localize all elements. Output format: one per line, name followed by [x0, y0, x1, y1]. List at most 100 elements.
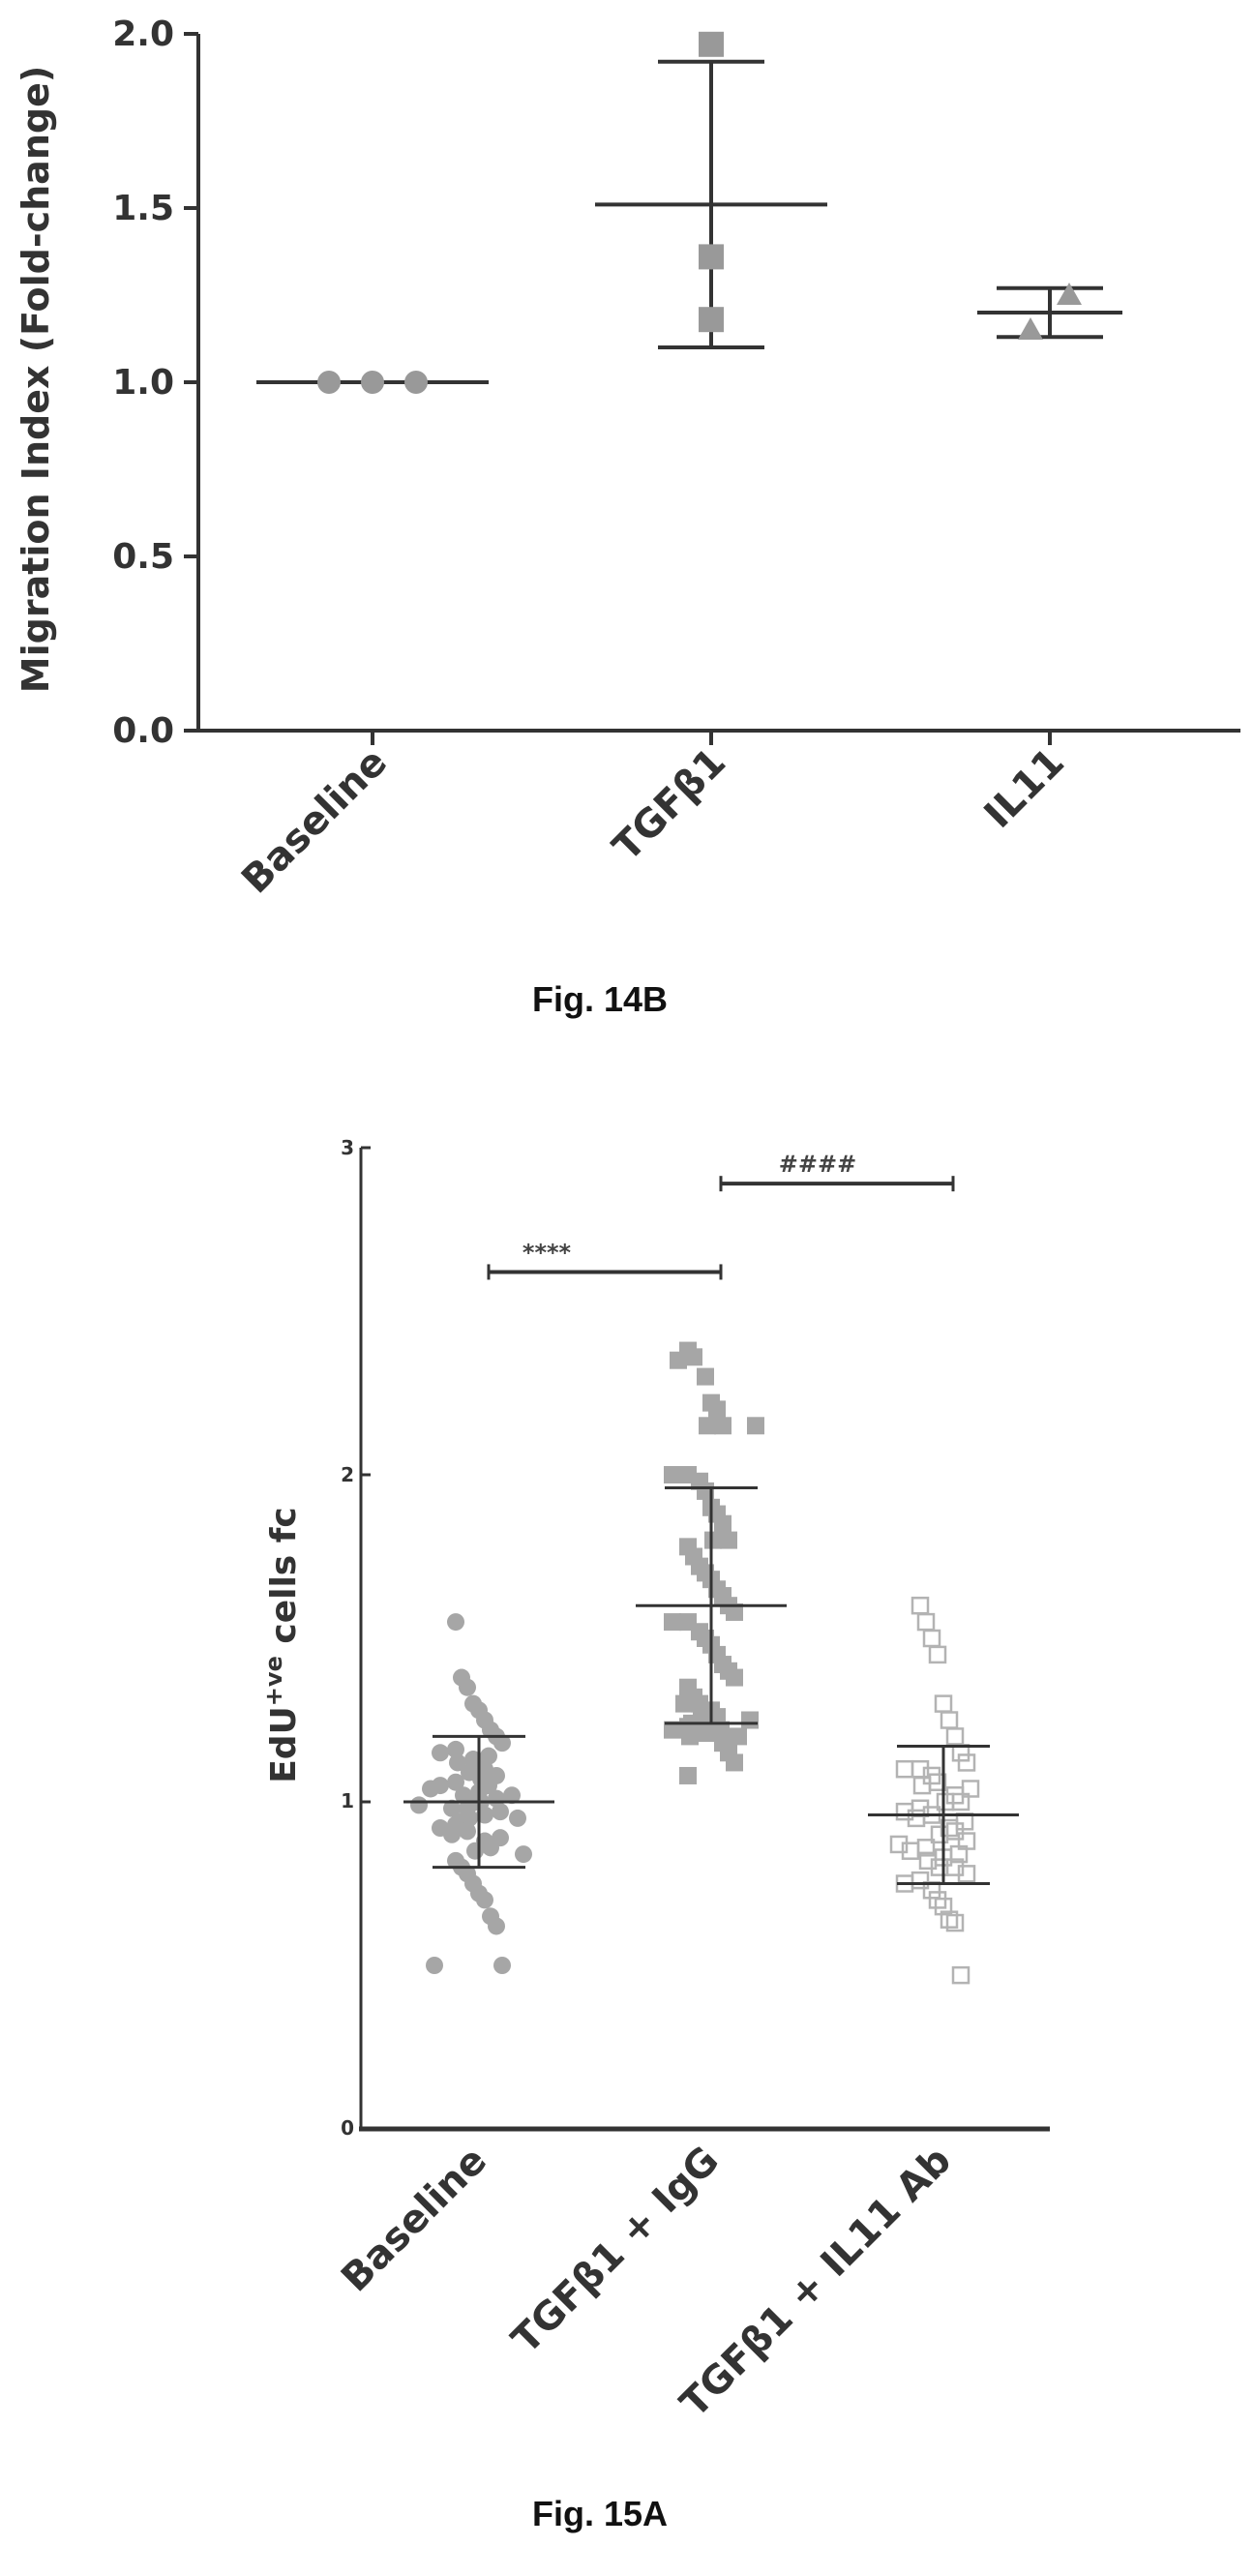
data-point-0-28 [410, 1796, 428, 1814]
data-point-1-6 [714, 1417, 732, 1435]
y-axis-title-rest: cells fc [264, 1507, 304, 1656]
data-point-1-10 [664, 1466, 681, 1483]
data-point-2-10 [895, 1759, 914, 1779]
data-point-0-43 [466, 1842, 484, 1860]
data-point-2-17 [936, 1792, 955, 1812]
data-point-0-18 [447, 1773, 464, 1791]
y-axis-tick-labels: 0.0 0.5 1.0 1.5 2.0 [112, 15, 174, 751]
data-point-0-9 [447, 1740, 464, 1758]
data-point-2-41 [940, 1910, 959, 1929]
data-point-1-26 [726, 1603, 743, 1621]
data-point-2-35 [957, 1865, 976, 1883]
data-point-1-0 [699, 31, 724, 57]
data-point-1-48 [697, 1724, 714, 1743]
data-point-0-24 [503, 1786, 521, 1805]
data-point-2-2 [922, 1629, 941, 1648]
significance-brackets: **** #### [487, 1151, 955, 1280]
data-point-1-7 [699, 1417, 716, 1435]
data-point-2-21 [907, 1809, 926, 1828]
data-point-0-39 [443, 1825, 461, 1843]
data-point-1-16 [720, 1531, 737, 1549]
data-point-2-5 [940, 1711, 959, 1729]
y-tick-label-0: 0.0 [112, 711, 174, 751]
y-axis-ticks [184, 32, 198, 733]
data-point-1-47 [712, 1721, 730, 1739]
data-point-1-1 [699, 244, 724, 270]
data-point-0-23 [455, 1786, 472, 1805]
y-tick-label-2: 2 [341, 1463, 354, 1486]
data-point-1-2 [670, 1351, 687, 1369]
data-point-1-54 [679, 1766, 697, 1784]
x-axis-category-labels: Baseline TGFβ1 IL11 [233, 740, 1073, 903]
x-category-label-2: IL11 [976, 740, 1073, 837]
y-tick-label-3: 1.5 [112, 189, 174, 228]
error-bars [256, 59, 1122, 384]
y-tick-label-1: 1 [341, 1789, 354, 1812]
data-point-2-40 [934, 1897, 953, 1916]
data-point-2-4 [934, 1694, 953, 1713]
data-point-1-15 [714, 1514, 732, 1533]
data-point-0-0 [447, 1613, 464, 1632]
data-point-0-8 [493, 1734, 511, 1752]
data-point-2-1 [916, 1612, 936, 1632]
data-point-0-21 [422, 1780, 439, 1798]
figure-caption-14b: Fig. 14B [532, 979, 668, 1019]
data-point-0-0 [317, 371, 341, 394]
y-axis-tick-labels: 0 1 2 3 [341, 1136, 354, 2140]
data-point-1-35 [726, 1668, 743, 1687]
x-axis-ticks [371, 731, 1052, 745]
significance-label-1: #### [779, 1151, 856, 1178]
y-tick-label-0: 0 [341, 2116, 354, 2140]
data-point-1-8 [747, 1417, 764, 1435]
y-tick-label-4: 2.0 [112, 15, 174, 54]
data-point-2-42 [945, 1913, 965, 1932]
x-category-label-0: Baseline [233, 740, 396, 903]
data-point-0-2 [404, 371, 428, 394]
data-point-0-44 [515, 1845, 532, 1864]
data-point-1-17 [704, 1531, 722, 1549]
data-point-2-34 [930, 1858, 949, 1876]
x-category-label-1: TGFβ1 + IgG [503, 2139, 728, 2363]
data-point-2-0 [911, 1596, 930, 1615]
error-bars [403, 1486, 1019, 1885]
data-point-2-1 [1057, 283, 1082, 305]
data-point-1-2 [699, 307, 724, 333]
data-point-0-2 [459, 1678, 476, 1696]
data-point-1-50 [730, 1727, 747, 1746]
y-axis-title-main: EdU [264, 1706, 304, 1783]
y-tick-label-3: 3 [341, 1136, 354, 1159]
data-point-0-13 [449, 1753, 466, 1772]
data-point-1-46 [664, 1721, 681, 1739]
data-points [317, 31, 1082, 394]
y-axis-title-superscript: +ve [260, 1656, 287, 1706]
x-category-label-1: TGFβ1 [605, 740, 734, 870]
data-point-2-3 [928, 1645, 947, 1664]
data-point-0-31 [492, 1803, 509, 1821]
data-point-1-5 [708, 1400, 726, 1419]
data-point-2-13 [912, 1776, 932, 1795]
data-point-2-29 [901, 1842, 920, 1860]
x-category-label-0: Baseline [333, 2139, 495, 2301]
data-point-0-53 [493, 1957, 511, 1974]
chart-15a: 0 1 2 3 EdU+ve cells fc Baseline TGFβ1 +… [260, 1136, 1050, 2426]
data-point-1-28 [664, 1613, 681, 1632]
figure-caption-15a: Fig. 15A [532, 2494, 668, 2533]
data-points [410, 1341, 980, 1985]
data-point-2-6 [945, 1727, 965, 1746]
chart-14b: 0.0 0.5 1.0 1.5 2.0 Migration Index (Fol… [15, 15, 1240, 902]
data-point-2-25 [930, 1825, 949, 1844]
data-point-0-34 [509, 1809, 526, 1827]
data-point-2-0 [1018, 317, 1043, 340]
data-point-0-30 [443, 1799, 461, 1817]
data-point-1-39 [675, 1694, 693, 1713]
data-point-0-38 [459, 1822, 476, 1841]
data-point-0-52 [488, 1917, 505, 1935]
data-point-1-53 [726, 1753, 743, 1772]
data-point-0-1 [361, 371, 384, 394]
data-point-0-54 [426, 1957, 443, 1974]
y-axis-title: Migration Index (Fold-change) [15, 66, 57, 693]
data-point-2-36 [911, 1871, 930, 1890]
data-point-0-10 [432, 1744, 449, 1762]
data-point-1-49 [681, 1727, 699, 1746]
